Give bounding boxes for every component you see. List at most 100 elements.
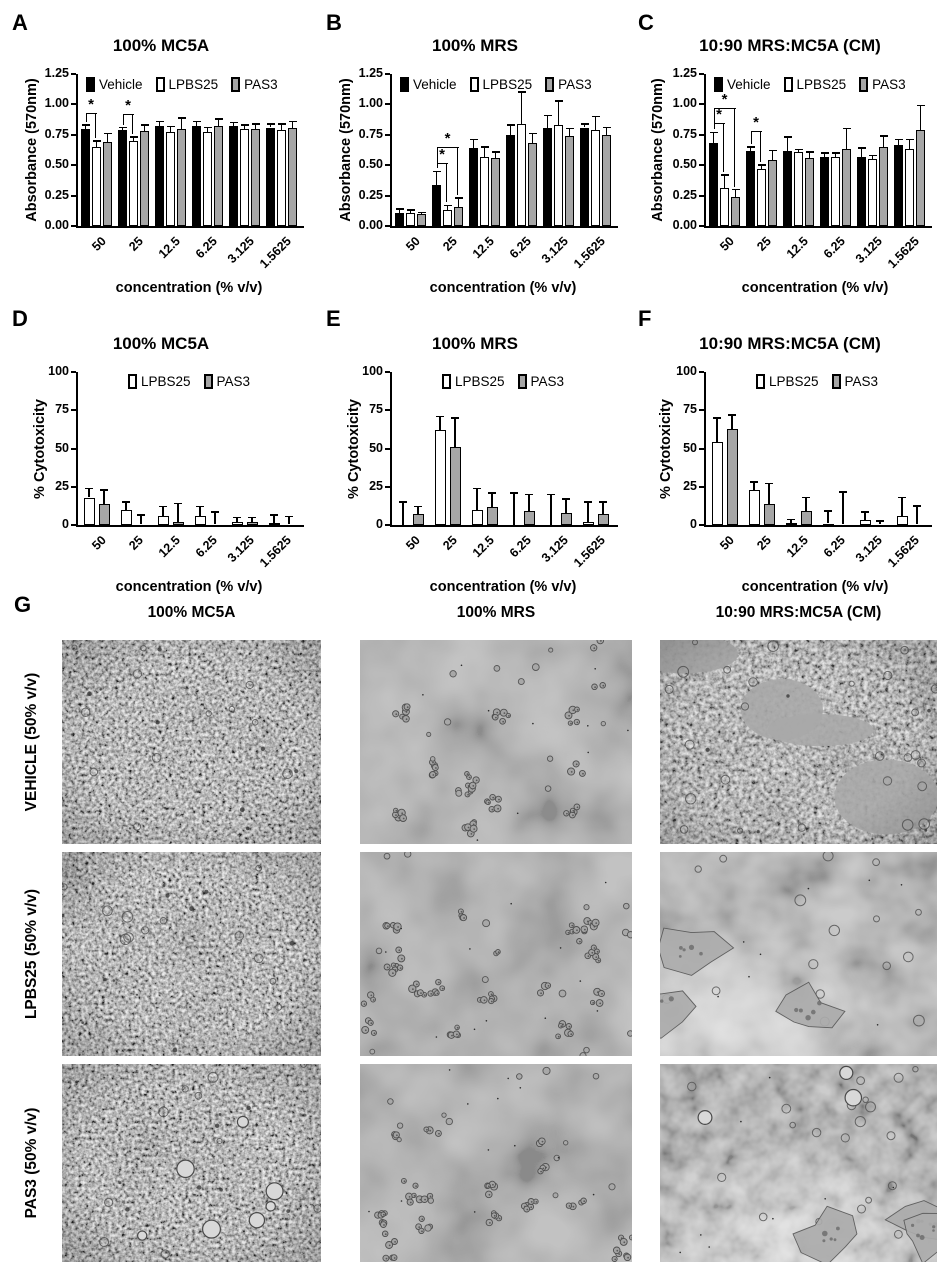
g-row-label-vehicle: VEHICLE (50% v/v)	[23, 672, 40, 812]
micrograph-lpbs25-mrs	[360, 852, 632, 1056]
legend-label: LPBS25	[482, 77, 533, 92]
legend-swatch	[86, 77, 95, 92]
panel-B: B 100% MRS Absorbance (570nm) concentrat…	[320, 8, 630, 296]
legend-entry: PAS3	[231, 77, 278, 92]
legend-swatch	[517, 374, 527, 389]
panel-f-letter: F	[638, 306, 652, 331]
panel-F: F 10:90 MRS:MC5A (CM) % Cytotoxicity con…	[632, 300, 948, 595]
legend-swatch	[831, 374, 841, 389]
legend-swatch	[400, 77, 409, 92]
legend-swatch	[203, 374, 213, 389]
micrograph-vehicle-cm	[660, 640, 937, 844]
legend-label: PAS3	[244, 77, 278, 92]
panel-e-x-axis-label: concentration (% v/v)	[429, 579, 577, 595]
micrograph-vehicle-mrs	[360, 640, 632, 844]
legend-label: PAS3	[872, 77, 906, 92]
legend-entry: PAS3	[831, 374, 879, 389]
legend-label: PAS3	[530, 374, 565, 389]
legend-swatch	[155, 77, 165, 92]
legend-entry: Vehicle	[714, 77, 771, 92]
chart-legend: Vehicle LPBS25 PAS3	[400, 77, 592, 92]
panel-d-x-axis-label: concentration (% v/v)	[115, 579, 263, 595]
panel-b-title: 100% MRS	[432, 36, 518, 55]
micrograph-vehicle-mc5a	[62, 640, 321, 844]
legend-swatch	[127, 374, 137, 389]
legend-swatch	[469, 77, 479, 92]
chart-legend: LPBS25 PAS3	[706, 374, 928, 389]
panel-d-title: 100% MC5A	[112, 334, 210, 353]
legend-label: PAS3	[558, 77, 592, 92]
chart-legend: Vehicle LPBS25 PAS3	[86, 77, 278, 92]
legend-entry: Vehicle	[86, 77, 143, 92]
panel-E: E 100% MRS % Cytotoxicity concentration …	[320, 300, 630, 595]
panel-c-title: 10:90 MRS:MC5A (CM)	[699, 36, 881, 55]
micrograph-pas3-mc5a	[62, 1064, 321, 1262]
legend-entry: LPBS25	[441, 374, 505, 389]
chart-legend: Vehicle LPBS25 PAS3	[714, 77, 906, 92]
g-row-label-pas3: PAS3 (50% v/v)	[23, 1107, 40, 1219]
legend-label: LPBS25	[768, 374, 819, 389]
legend-entry: LPBS25	[755, 374, 819, 389]
panel-e-letter: E	[326, 306, 341, 331]
panel-C: C 10:90 MRS:MC5A (CM) Absorbance (570nm)…	[632, 8, 948, 296]
micrograph-image	[360, 640, 632, 844]
legend-swatch	[755, 374, 765, 389]
micrograph-image	[360, 852, 632, 1056]
legend-swatch	[714, 77, 723, 92]
micrograph-image	[62, 852, 321, 1056]
legend-entry: PAS3	[203, 374, 251, 389]
micrograph-lpbs25-mc5a	[62, 852, 321, 1056]
panel-g-letter: G	[14, 592, 32, 617]
panel-f-title: 10:90 MRS:MC5A (CM)	[699, 334, 881, 353]
panel-b-letter: B	[326, 10, 342, 35]
panel-b-x-axis-label: concentration (% v/v)	[429, 280, 577, 296]
panel-a-plot: 0.00 0.25 0.50 0.75 1.00 1.25 50 25 12.5 6.25 3.12…	[6, 8, 316, 296]
legend-label: LPBS25	[168, 77, 219, 92]
legend-label: LPBS25	[454, 374, 505, 389]
legend-label: Vehicle	[727, 77, 771, 92]
legend-entry: Vehicle	[400, 77, 457, 92]
legend-label: LPBS25	[796, 77, 847, 92]
legend-swatch	[231, 77, 241, 92]
legend-entry: PAS3	[545, 77, 592, 92]
legend-entry: LPBS25	[783, 77, 847, 92]
micrograph-pas3-mrs	[360, 1064, 632, 1262]
legend-label: PAS3	[844, 374, 879, 389]
legend-label: PAS3	[216, 374, 251, 389]
micrograph-image	[660, 852, 937, 1056]
micrograph-image	[62, 640, 321, 844]
panel-d-letter: D	[12, 306, 28, 331]
micrograph-lpbs25-cm	[660, 852, 937, 1056]
legend-entry: PAS3	[859, 77, 906, 92]
legend-label: Vehicle	[99, 77, 143, 92]
g-row-label-lpbs25: LPBS25 (50% v/v)	[23, 888, 40, 1020]
panel-a-title: 100% MC5A	[112, 36, 210, 55]
legend-entry: LPBS25	[127, 374, 191, 389]
g-column-header-mc5a: 100% MC5A	[147, 604, 236, 621]
panel-A: A 100% MC5A Absorbance (570nm) concentra…	[6, 8, 316, 296]
legend-label: Vehicle	[413, 77, 457, 92]
panel-e-title: 100% MRS	[432, 334, 518, 353]
g-column-header-mrs: 100% MRS	[456, 604, 536, 621]
panel-f-plot: 0 25 50 75 100 50 25 12.5 6.25 3.125 1.5625 LPBS25 P…	[632, 300, 948, 592]
panel-b-plot: 0.00 0.25 0.50 0.75 1.00 1.25 50 25 12.5 6.25 3.12…	[320, 8, 630, 296]
panel-c-plot: 0.00 0.25 0.50 0.75 1.00 1.25 50 25 12.5 6.25 3.12…	[632, 8, 948, 296]
micrograph-image	[660, 1064, 937, 1262]
legend-entry: LPBS25	[469, 77, 533, 92]
panel-c-x-axis-label: concentration (% v/v)	[741, 280, 889, 296]
panel-a-letter: A	[12, 10, 28, 35]
g-column-header-cm: 10:90 MRS:MC5A (CM)	[715, 604, 882, 621]
panel-a-x-axis-label: concentration (% v/v)	[115, 280, 263, 296]
legend-swatch	[441, 374, 451, 389]
micrograph-pas3-cm	[660, 1064, 937, 1262]
micrograph-image	[360, 1064, 632, 1262]
chart-legend: LPBS25 PAS3	[78, 374, 300, 389]
legend-swatch	[783, 77, 793, 92]
micrograph-image	[62, 1064, 321, 1262]
panel-f-x-axis-label: concentration (% v/v)	[741, 579, 889, 595]
panel-d-plot: 0 25 50 75 100 50 25 12.5 6.25 3.125 1.5625 LPBS25 P…	[6, 300, 316, 592]
legend-swatch	[545, 77, 555, 92]
panel-c-letter: C	[638, 10, 654, 35]
legend-entry: PAS3	[517, 374, 565, 389]
